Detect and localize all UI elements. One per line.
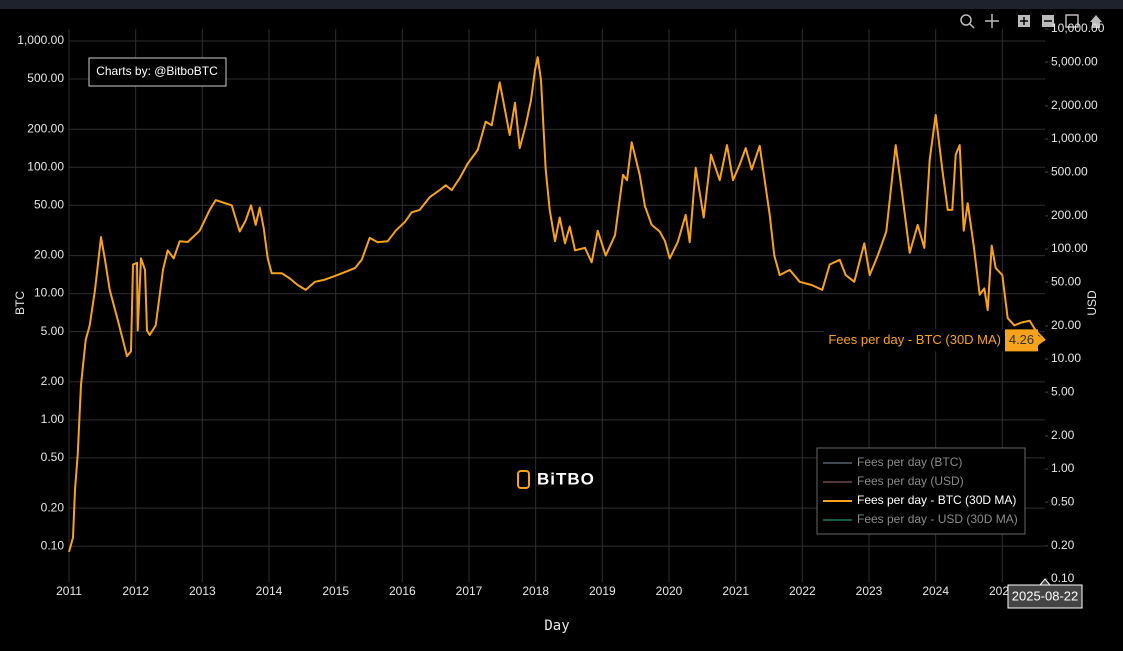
legend: Fees per day (BTC) Fees per day (USD) Fees…	[816, 447, 1026, 535]
hover-name-bg	[824, 329, 1004, 352]
reset-button[interactable]	[1090, 15, 1102, 28]
y2-tick-label: 0.50	[1051, 494, 1075, 508]
y-tick-label: 0.50	[41, 450, 65, 464]
y-tick-label: 2.00	[41, 374, 65, 388]
toolbar	[960, 14, 1102, 29]
x-tick-label: 2017	[456, 584, 483, 598]
y-tick-label: 1.00	[41, 412, 65, 426]
annotation-box	[88, 57, 227, 87]
y2-tick-label: 0.10	[1051, 571, 1075, 585]
y2-tick-label: 2,000.00	[1051, 98, 1098, 112]
y-tick-label: 1,000.00	[17, 33, 64, 47]
x-tick-label: 2014	[256, 584, 283, 598]
x-tick-label: 2012	[122, 584, 149, 598]
legend-label[interactable]: Fees per day - BTC (30D MA)	[857, 493, 1016, 507]
hover-value: 4.26	[1009, 332, 1034, 347]
y-tick-label: 20.00	[34, 248, 64, 262]
y-tick-label: 200.00	[27, 121, 64, 135]
x-tick-label: 2024	[922, 584, 949, 598]
x-tick-label: 2015	[322, 584, 349, 598]
y2-tick-label: 10,000.00	[1051, 21, 1105, 35]
top-bar	[0, 0, 1123, 9]
x-tick-label: 2018	[522, 584, 549, 598]
y2-tick-label: 5.00	[1051, 384, 1075, 398]
y-tick-label: 0.10	[41, 538, 65, 552]
hover-pointer	[1038, 335, 1045, 346]
hover-x-label: 2025-08-22	[1012, 588, 1079, 603]
y2-tick-label: 0.20	[1051, 538, 1075, 552]
legend-label[interactable]: Fees per day (BTC)	[857, 455, 962, 469]
y2-tick-label: 100.00	[1051, 241, 1088, 255]
pan-button[interactable]	[985, 14, 999, 28]
y-tick-label: 500.00	[27, 71, 64, 85]
hover-series-name: Fees per day - BTC (30D MA)	[828, 332, 1001, 347]
watermark-text: BiTBO	[537, 469, 595, 488]
y2-tick-label: 1.00	[1051, 461, 1075, 475]
zoom-out-button[interactable]	[1042, 15, 1054, 27]
y2-tick-label: 10.00	[1051, 351, 1081, 365]
plot-area	[68, 56, 1046, 553]
y2-tick-label: 500.00	[1051, 164, 1088, 178]
zoom-button[interactable]	[960, 14, 975, 29]
x-tick-label: 2020	[656, 584, 683, 598]
x-tick-label: 2021	[722, 584, 749, 598]
y2-tick-label: 5,000.00	[1051, 54, 1098, 68]
y-tick-label: 0.20	[41, 500, 65, 514]
watermark: BiTBO	[517, 469, 595, 489]
y-tick-label: 50.00	[34, 197, 64, 211]
y-tick-label: 5.00	[41, 324, 65, 338]
y2-tick-label: 50.00	[1051, 274, 1081, 288]
y-axis-title: BTC	[13, 291, 27, 315]
y2-axis-title: USD	[1085, 290, 1099, 316]
x-tick-label: 2023	[856, 584, 883, 598]
autoscale-button[interactable]	[1065, 14, 1079, 28]
x-tick-label: 2019	[589, 584, 616, 598]
y-tick-label: 100.00	[27, 159, 64, 173]
x-tick-label: 2016	[389, 584, 416, 598]
zoom-in-button[interactable]	[1018, 15, 1030, 27]
x-tick-label: 2011	[56, 584, 82, 598]
hover-x-pointer	[1038, 578, 1052, 586]
legend-label[interactable]: Fees per day - USD (30D MA)	[857, 512, 1018, 526]
hover: Fees per day - BTC (30D MA) 4.26 2025-08-2…	[824, 329, 1083, 609]
legend-label[interactable]: Fees per day (USD)	[857, 474, 964, 488]
series-line	[68, 56, 1046, 553]
y2-tick-label: 200.00	[1051, 208, 1088, 222]
watermark-icon	[517, 470, 530, 489]
x-tick-label: 2013	[189, 584, 216, 598]
y2-tick-label: 1,000.00	[1051, 131, 1098, 145]
y-tick-label: 10.00	[34, 286, 64, 300]
y2-tick-label: 20.00	[1051, 318, 1081, 332]
x-axis-title: Day	[544, 618, 569, 634]
grid: 2011 2012 2013 2014 2015 2016 2017 2018 2019 2020…	[17, 21, 1104, 598]
annotation: Charts by: @BitboBTC	[96, 64, 218, 78]
x-tick-label: 2022	[789, 584, 816, 598]
y2-tick-label: 2.00	[1051, 428, 1075, 442]
hover-value-bg	[1005, 329, 1038, 352]
